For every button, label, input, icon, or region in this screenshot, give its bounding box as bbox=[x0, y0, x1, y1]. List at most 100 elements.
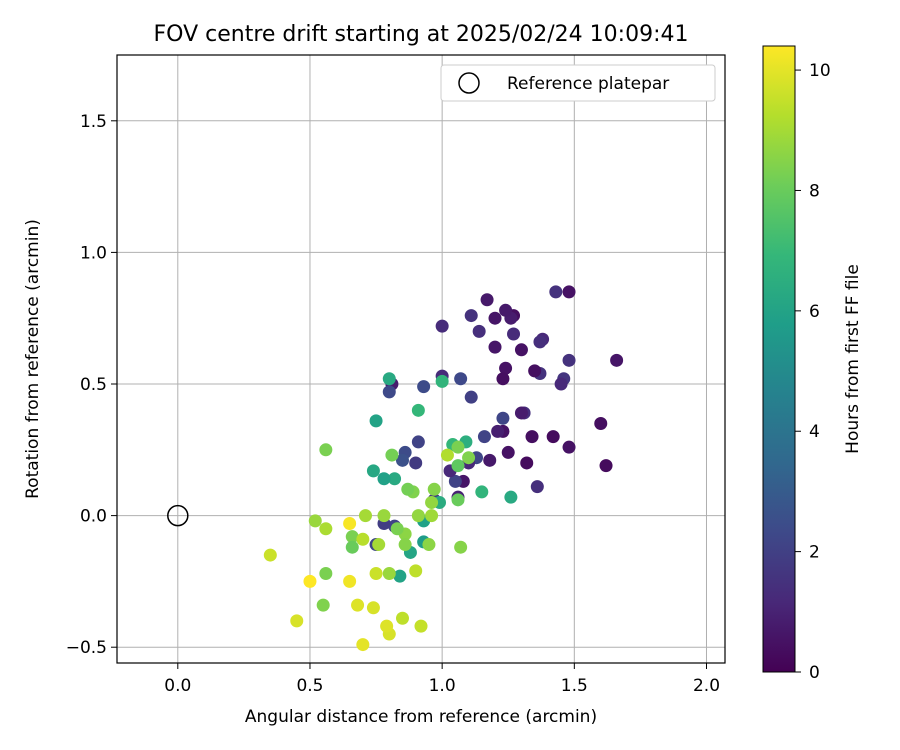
data-point bbox=[411, 403, 425, 417]
data-point bbox=[464, 390, 478, 404]
data-point bbox=[395, 453, 409, 467]
data-point bbox=[533, 335, 547, 349]
reference-platepar-marker bbox=[167, 504, 189, 527]
data-point bbox=[451, 459, 465, 473]
data-point bbox=[356, 532, 370, 546]
data-point bbox=[319, 522, 333, 536]
data-point bbox=[308, 514, 322, 528]
data-point bbox=[388, 472, 402, 486]
y-axis-ticks: −0.5 0.0 0.5 1.0 1.5 bbox=[66, 112, 117, 658]
data-point bbox=[303, 574, 317, 588]
data-point bbox=[390, 522, 404, 536]
data-points bbox=[263, 285, 624, 652]
colorbar-tick-label: 10 bbox=[809, 61, 831, 81]
plot-area-frame bbox=[116, 54, 726, 664]
data-point bbox=[440, 448, 454, 462]
data-point bbox=[475, 485, 489, 499]
data-point bbox=[427, 482, 441, 496]
data-point bbox=[454, 372, 468, 386]
data-point bbox=[377, 509, 391, 523]
data-point bbox=[549, 285, 563, 299]
data-point bbox=[491, 424, 505, 438]
data-point bbox=[530, 480, 544, 494]
data-point bbox=[501, 445, 515, 459]
data-point bbox=[525, 430, 539, 444]
data-point bbox=[263, 548, 277, 562]
data-point bbox=[343, 517, 357, 531]
data-point bbox=[356, 638, 370, 652]
y-tick-label: 1.0 bbox=[80, 243, 107, 263]
data-point bbox=[319, 443, 333, 457]
data-point bbox=[395, 611, 409, 625]
data-point bbox=[366, 464, 380, 478]
data-point bbox=[488, 311, 502, 325]
colorbar-ticks: 0 2 4 6 8 10 bbox=[795, 61, 831, 683]
data-point bbox=[599, 459, 613, 473]
data-point bbox=[477, 430, 491, 444]
data-point bbox=[499, 303, 513, 317]
data-point bbox=[448, 474, 462, 488]
data-point bbox=[380, 619, 394, 633]
data-point bbox=[393, 569, 407, 583]
legend-reference-label: Reference platepar bbox=[507, 74, 669, 94]
data-point bbox=[345, 530, 359, 544]
data-point bbox=[351, 598, 365, 612]
legend: Reference platepar bbox=[440, 64, 716, 102]
data-point bbox=[462, 451, 476, 465]
data-point bbox=[514, 343, 528, 357]
data-point bbox=[358, 509, 372, 523]
data-point bbox=[414, 619, 428, 633]
data-point bbox=[435, 319, 449, 333]
data-point bbox=[483, 453, 497, 467]
data-point bbox=[319, 567, 333, 581]
data-point bbox=[382, 372, 396, 386]
x-tick-label: 1.0 bbox=[429, 676, 456, 696]
data-point bbox=[366, 601, 380, 615]
data-point bbox=[496, 411, 510, 425]
data-point bbox=[472, 324, 486, 338]
x-axis-ticks: 0.0 0.5 1.0 1.5 2.0 bbox=[164, 663, 720, 696]
data-point bbox=[451, 493, 465, 507]
y-tick-label: 0.0 bbox=[80, 507, 107, 527]
x-axis-label: Angular distance from reference (arcmin) bbox=[245, 707, 597, 727]
data-point bbox=[425, 495, 439, 509]
colorbar-tick-label: 2 bbox=[809, 543, 820, 563]
colorbar-gradient bbox=[762, 45, 796, 673]
data-point bbox=[504, 490, 518, 504]
x-tick-label: 1.5 bbox=[561, 676, 588, 696]
legend-reference-marker bbox=[458, 72, 480, 94]
data-point bbox=[372, 538, 386, 552]
data-point bbox=[377, 472, 391, 486]
chart-title: FOV centre drift starting at 2025/02/24 … bbox=[154, 22, 689, 47]
legend-box bbox=[440, 64, 716, 102]
colorbar-tick-label: 6 bbox=[809, 302, 820, 322]
data-point bbox=[316, 598, 330, 612]
colorbar-tick-label: 8 bbox=[809, 181, 820, 201]
y-axis-label: Rotation from reference (arcmin) bbox=[23, 219, 43, 499]
y-tick-label: −0.5 bbox=[66, 638, 107, 658]
data-point bbox=[496, 372, 510, 386]
data-point bbox=[488, 340, 502, 354]
data-point bbox=[422, 538, 436, 552]
y-tick-label: 1.5 bbox=[80, 112, 107, 132]
data-point bbox=[514, 406, 528, 420]
data-point bbox=[369, 567, 383, 581]
data-point bbox=[435, 374, 449, 388]
data-point bbox=[562, 285, 576, 299]
data-point bbox=[369, 414, 383, 428]
colorbar: 0 2 4 6 8 10 Hours from first FF file bbox=[762, 45, 863, 683]
data-point bbox=[290, 614, 304, 628]
data-point bbox=[464, 309, 478, 323]
colorbar-label: Hours from first FF file bbox=[843, 264, 863, 454]
data-point bbox=[554, 377, 568, 391]
data-point bbox=[425, 509, 439, 523]
data-point bbox=[562, 353, 576, 367]
data-point bbox=[345, 540, 359, 554]
colorbar-tick-label: 0 bbox=[809, 663, 820, 683]
data-point bbox=[520, 456, 534, 470]
y-tick-label: 0.5 bbox=[80, 375, 107, 395]
data-point bbox=[409, 456, 423, 470]
grid bbox=[117, 55, 725, 663]
